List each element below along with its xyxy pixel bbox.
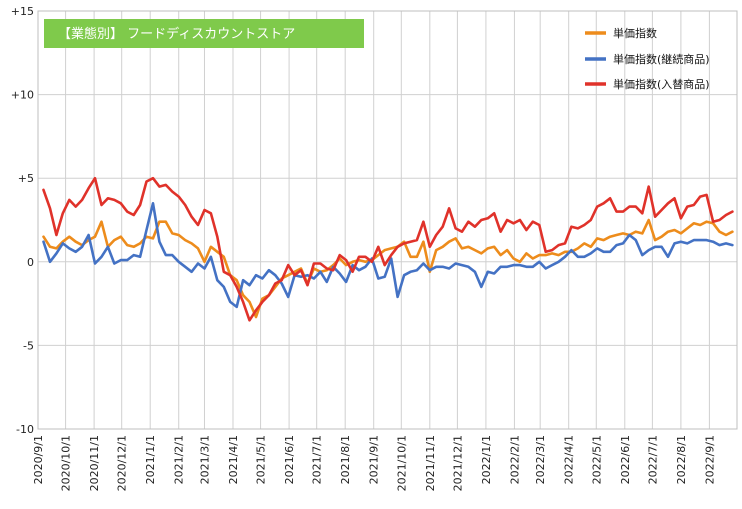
x-tick-label: 2022/4/1 — [563, 435, 576, 484]
x-tick-label: 2021/5/1 — [255, 435, 268, 484]
series-line-replacement — [42, 176, 734, 322]
x-tick-label: 2022/9/1 — [703, 435, 716, 484]
x-tick-label: 2021/6/1 — [283, 435, 296, 484]
x-tick-label: 2021/12/1 — [451, 435, 464, 491]
title-background — [44, 19, 364, 48]
x-tick-label: 2020/12/1 — [116, 435, 129, 491]
x-tick-label: 2021/11/1 — [424, 435, 437, 491]
x-tick-label: 2022/2/1 — [508, 435, 521, 484]
title-box: 【業態別】 フードディスカウントストア — [44, 19, 364, 48]
x-tick-label: 2021/3/1 — [198, 435, 211, 484]
y-tick-label: +5 — [18, 172, 34, 185]
x-tick-label: 2022/3/1 — [534, 435, 547, 484]
x-tick-label: 2021/1/1 — [144, 435, 157, 484]
x-tick-label: 2021/7/1 — [311, 435, 324, 484]
x-tick-label: 2020/10/1 — [60, 435, 73, 491]
x-tick-label: 2022/6/1 — [619, 435, 632, 484]
y-tick-label: -5 — [23, 339, 34, 352]
y-tick-label: -10 — [16, 423, 34, 436]
plot-frame — [37, 10, 738, 430]
x-tick-label: 2021/9/1 — [368, 435, 381, 484]
x-tick-label: 2022/7/1 — [646, 435, 659, 484]
series-lines — [42, 176, 734, 322]
y-tick-label: 0 — [27, 256, 34, 269]
legend-label-replacement: 単価指数(入替商品) — [613, 77, 710, 91]
x-tick-label: 2022/8/1 — [675, 435, 688, 484]
legend-label-unit-price: 単価指数 — [613, 26, 657, 40]
x-tick-label: 2020/11/1 — [88, 435, 101, 491]
series-line-continuing — [42, 202, 734, 309]
x-tick-label: 2021/8/1 — [339, 435, 352, 484]
y-tick-label: +10 — [11, 89, 34, 102]
x-tick-label: 2021/10/1 — [395, 435, 408, 491]
legend: 単価指数 単価指数(継続商品) 単価指数(入替商品) — [585, 26, 710, 91]
x-tick-label: 2022/5/1 — [590, 435, 603, 484]
x-tick-label: 2020/9/1 — [32, 435, 45, 484]
x-tick-label: 2021/4/1 — [227, 435, 240, 484]
y-tick-label: +15 — [11, 5, 34, 18]
series-line-unit-price — [42, 218, 734, 319]
chart-title: 【業態別】 フードディスカウントストア — [58, 26, 295, 42]
legend-label-continuing: 単価指数(継続商品) — [613, 52, 710, 66]
x-tick-label: 2021/2/1 — [173, 435, 186, 484]
x-tick-label: 2022/1/1 — [480, 435, 493, 484]
